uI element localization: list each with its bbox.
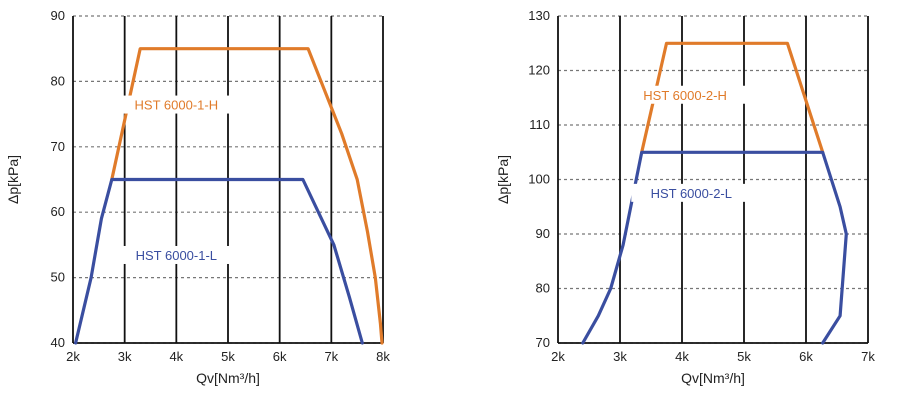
y-tick-label: 70	[51, 139, 65, 154]
x-tick-label: 5k	[221, 349, 235, 364]
series-label-bg	[116, 245, 237, 264]
y-tick-label: 40	[51, 335, 65, 350]
x-tick-label: 8k	[376, 349, 390, 364]
x-tick-label: 2k	[551, 349, 565, 364]
x-tick-label: 4k	[675, 349, 689, 364]
x-tick-label: 2k	[66, 349, 80, 364]
y-tick-label: 130	[528, 8, 550, 23]
y-tick-label: 90	[51, 8, 65, 23]
series-line-hst-6000-1-h	[110, 47, 384, 345]
y-tick-label: 50	[51, 270, 65, 285]
x-tick-label: 4k	[169, 349, 183, 364]
y-tick-label: 120	[528, 63, 550, 78]
series-label-bg	[631, 183, 752, 202]
x-tick-label: 5k	[737, 349, 751, 364]
y-axis-title: Δp[kPa]	[495, 155, 511, 204]
y-axis-title: Δp[kPa]	[5, 155, 21, 204]
x-tick-label: 7k	[861, 349, 875, 364]
series-label: HST 6000-1-H	[135, 98, 219, 113]
y-tick-label: 80	[536, 281, 550, 296]
x-axis-title: Qv[Nm³/h]	[196, 370, 260, 386]
y-tick-label: 70	[536, 335, 550, 350]
x-tick-label: 3k	[613, 349, 627, 364]
series-label: HST 6000-2-L	[651, 186, 732, 201]
x-tick-label: 3k	[118, 349, 132, 364]
series-label: HST 6000-2-H	[643, 88, 727, 103]
chart-1: 40 50 60 70 80 90 2k 3k 4k 5k 6k 7k 8k Qv[Nm³/h] Δp[kP…	[5, 8, 390, 386]
y-tick-label: 90	[536, 226, 550, 241]
chart-2: 70 80 90 100 110 120 130 2k 3k 4k 5k 6k 7k Qv[Nm³/h] Δ…	[495, 8, 875, 386]
series-line-hst-6000-1-l	[74, 177, 364, 345]
series-label: HST 6000-1-L	[136, 248, 217, 263]
x-tick-label: 6k	[273, 349, 287, 364]
y-tick-label: 80	[51, 73, 65, 88]
y-tick-label: 110	[529, 117, 550, 132]
y-tick-label: 100	[528, 172, 550, 187]
y-tick-label: 60	[51, 204, 65, 219]
x-axis-title: Qv[Nm³/h]	[681, 370, 745, 386]
series-label-bg	[116, 95, 237, 114]
series-label-bg	[625, 85, 746, 104]
x-tick-label: 6k	[799, 349, 813, 364]
series-line-hst-6000-2-l	[581, 150, 848, 345]
x-tick-label: 7k	[324, 349, 338, 364]
